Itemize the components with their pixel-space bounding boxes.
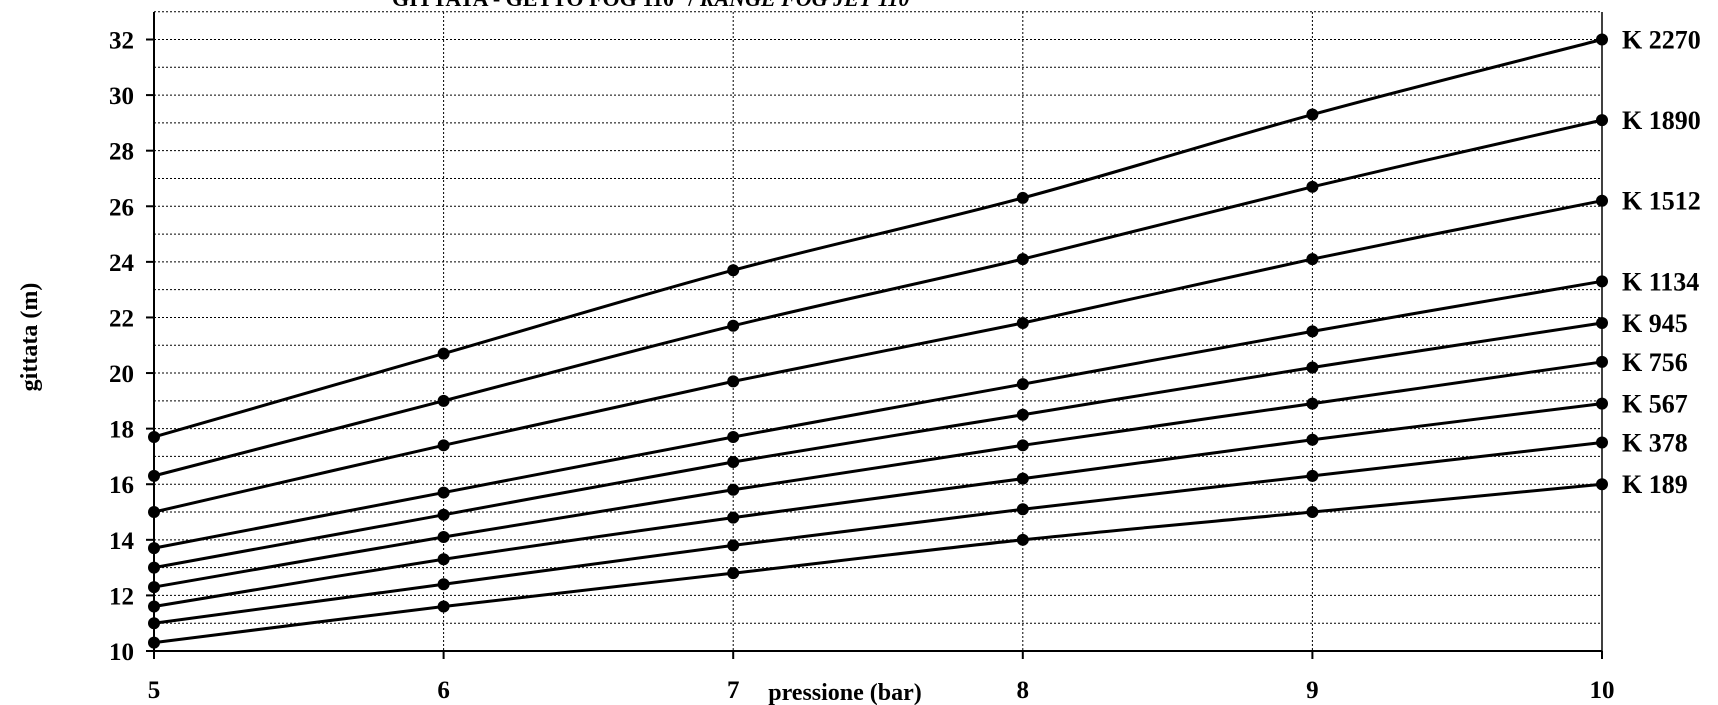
x-tick-label: 9 <box>1306 677 1319 704</box>
x-tick-label: 5 <box>148 677 161 704</box>
x-tick-label: 7 <box>727 677 740 704</box>
data-point <box>148 542 160 554</box>
data-point <box>727 539 739 551</box>
series-label: K 189 <box>1622 470 1688 499</box>
y-tick-label: 26 <box>109 194 134 221</box>
data-point <box>1017 192 1029 204</box>
data-point <box>1596 437 1608 449</box>
data-point <box>1596 195 1608 207</box>
series-line <box>154 443 1602 624</box>
data-point <box>1017 409 1029 421</box>
data-point <box>727 512 739 524</box>
tick-labels: 10 12 14 16 18 20 22 24 26 28 30 32 5 6 7 8 9 10 <box>109 28 1615 705</box>
y-tick-label: 22 <box>109 305 134 332</box>
axes <box>146 12 1602 659</box>
chart-title: GITTATA - GETTO FOG 110° / RANGE FOG JET… <box>392 0 910 11</box>
data-point <box>727 264 739 276</box>
data-point <box>148 431 160 443</box>
series-line <box>154 120 1602 476</box>
series-line <box>154 362 1602 587</box>
series-label: K 1512 <box>1622 187 1701 216</box>
data-point <box>438 395 450 407</box>
data-point <box>1306 434 1318 446</box>
data-point <box>1017 473 1029 485</box>
data-point <box>1596 478 1608 490</box>
data-point <box>1306 253 1318 265</box>
data-point <box>148 470 160 482</box>
data-point <box>1306 361 1318 373</box>
data-point <box>1017 503 1029 515</box>
series-label: K 378 <box>1622 429 1688 458</box>
data-point <box>438 601 450 613</box>
data-point <box>148 562 160 574</box>
series-line <box>154 323 1602 568</box>
x-tick-label: 10 <box>1590 677 1615 704</box>
y-tick-label: 28 <box>109 139 134 166</box>
series-lines <box>148 34 1608 649</box>
series-label: K 1134 <box>1622 267 1699 296</box>
data-point <box>148 617 160 629</box>
data-point <box>1306 506 1318 518</box>
y-tick-label: 24 <box>109 250 135 277</box>
data-point <box>1306 398 1318 410</box>
data-point <box>438 531 450 543</box>
data-point <box>1306 109 1318 121</box>
series-line <box>154 281 1602 548</box>
data-point <box>148 637 160 649</box>
x-axis-label: pressione (bar) <box>768 680 922 705</box>
data-point <box>1596 275 1608 287</box>
data-point <box>727 567 739 579</box>
data-point <box>727 484 739 496</box>
data-point <box>727 320 739 332</box>
data-point <box>1596 34 1608 46</box>
data-point <box>1306 325 1318 337</box>
x-tick-label: 6 <box>437 677 450 704</box>
chart-title-main: GITTATA - GETTO FOG 110° / <box>392 0 700 11</box>
series-label: K 1890 <box>1622 106 1701 135</box>
y-tick-label: 20 <box>109 361 134 388</box>
y-axis-label: gittata (m) <box>17 283 43 392</box>
series-line <box>154 484 1602 642</box>
data-point <box>438 509 450 521</box>
data-point <box>1017 317 1029 329</box>
data-point <box>1596 114 1608 126</box>
data-point <box>1596 356 1608 368</box>
series-label: K 2270 <box>1622 26 1701 55</box>
y-tick-label: 18 <box>109 417 134 444</box>
data-point <box>438 348 450 360</box>
series-label: K 567 <box>1622 390 1688 419</box>
y-tick-label: 14 <box>109 528 135 555</box>
x-tick-label: 8 <box>1017 677 1030 704</box>
data-point <box>727 456 739 468</box>
data-point <box>148 601 160 613</box>
y-tick-label: 12 <box>109 583 134 610</box>
data-point <box>438 487 450 499</box>
data-point <box>1306 181 1318 193</box>
data-point <box>438 553 450 565</box>
series-label: K 756 <box>1622 348 1688 377</box>
data-point <box>727 431 739 443</box>
data-point <box>148 581 160 593</box>
y-tick-label: 16 <box>109 472 134 499</box>
data-point <box>148 506 160 518</box>
data-point <box>1596 317 1608 329</box>
data-point <box>1306 470 1318 482</box>
series-label: K 945 <box>1622 309 1688 338</box>
data-point <box>1017 378 1029 390</box>
data-point <box>727 375 739 387</box>
data-point <box>1017 253 1029 265</box>
chart-title-italic: RANGE FOG JET 110 <box>699 0 910 11</box>
data-point <box>1596 398 1608 410</box>
y-tick-label: 32 <box>109 28 134 55</box>
y-tick-label: 10 <box>109 639 134 666</box>
series-labels: K 2270 K 1890 K 1512 K 1134 K 945 K 756 K 567 K… <box>1622 26 1701 500</box>
data-point <box>1017 439 1029 451</box>
y-tick-label: 30 <box>109 83 134 110</box>
series-line <box>154 40 1602 437</box>
data-point <box>438 439 450 451</box>
data-point <box>438 578 450 590</box>
data-point <box>1017 534 1029 546</box>
